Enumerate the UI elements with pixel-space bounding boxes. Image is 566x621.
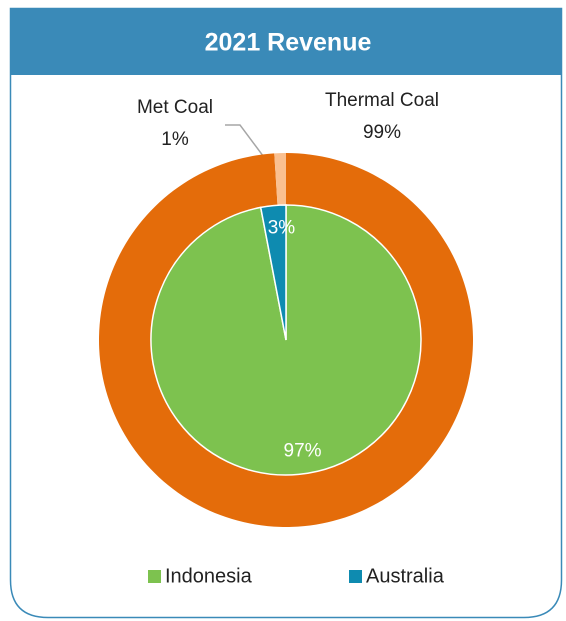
category-label: Met Coal: [137, 97, 213, 118]
legend-label: Australia: [366, 565, 445, 587]
data-label: 99%: [363, 122, 401, 143]
header-bar: [10, 8, 562, 75]
category-label: Thermal Coal: [325, 90, 439, 111]
legend-label: Indonesia: [165, 565, 253, 587]
legend-swatch: [349, 570, 362, 583]
data-label: 97%: [284, 441, 322, 462]
legend-swatch: [148, 570, 161, 583]
chart-title: 2021 Revenue: [205, 29, 372, 57]
ring-slice: [274, 153, 286, 206]
data-label: 3%: [268, 218, 296, 239]
pie-slice: [259, 204, 287, 341]
data-label: 1%: [161, 129, 189, 150]
